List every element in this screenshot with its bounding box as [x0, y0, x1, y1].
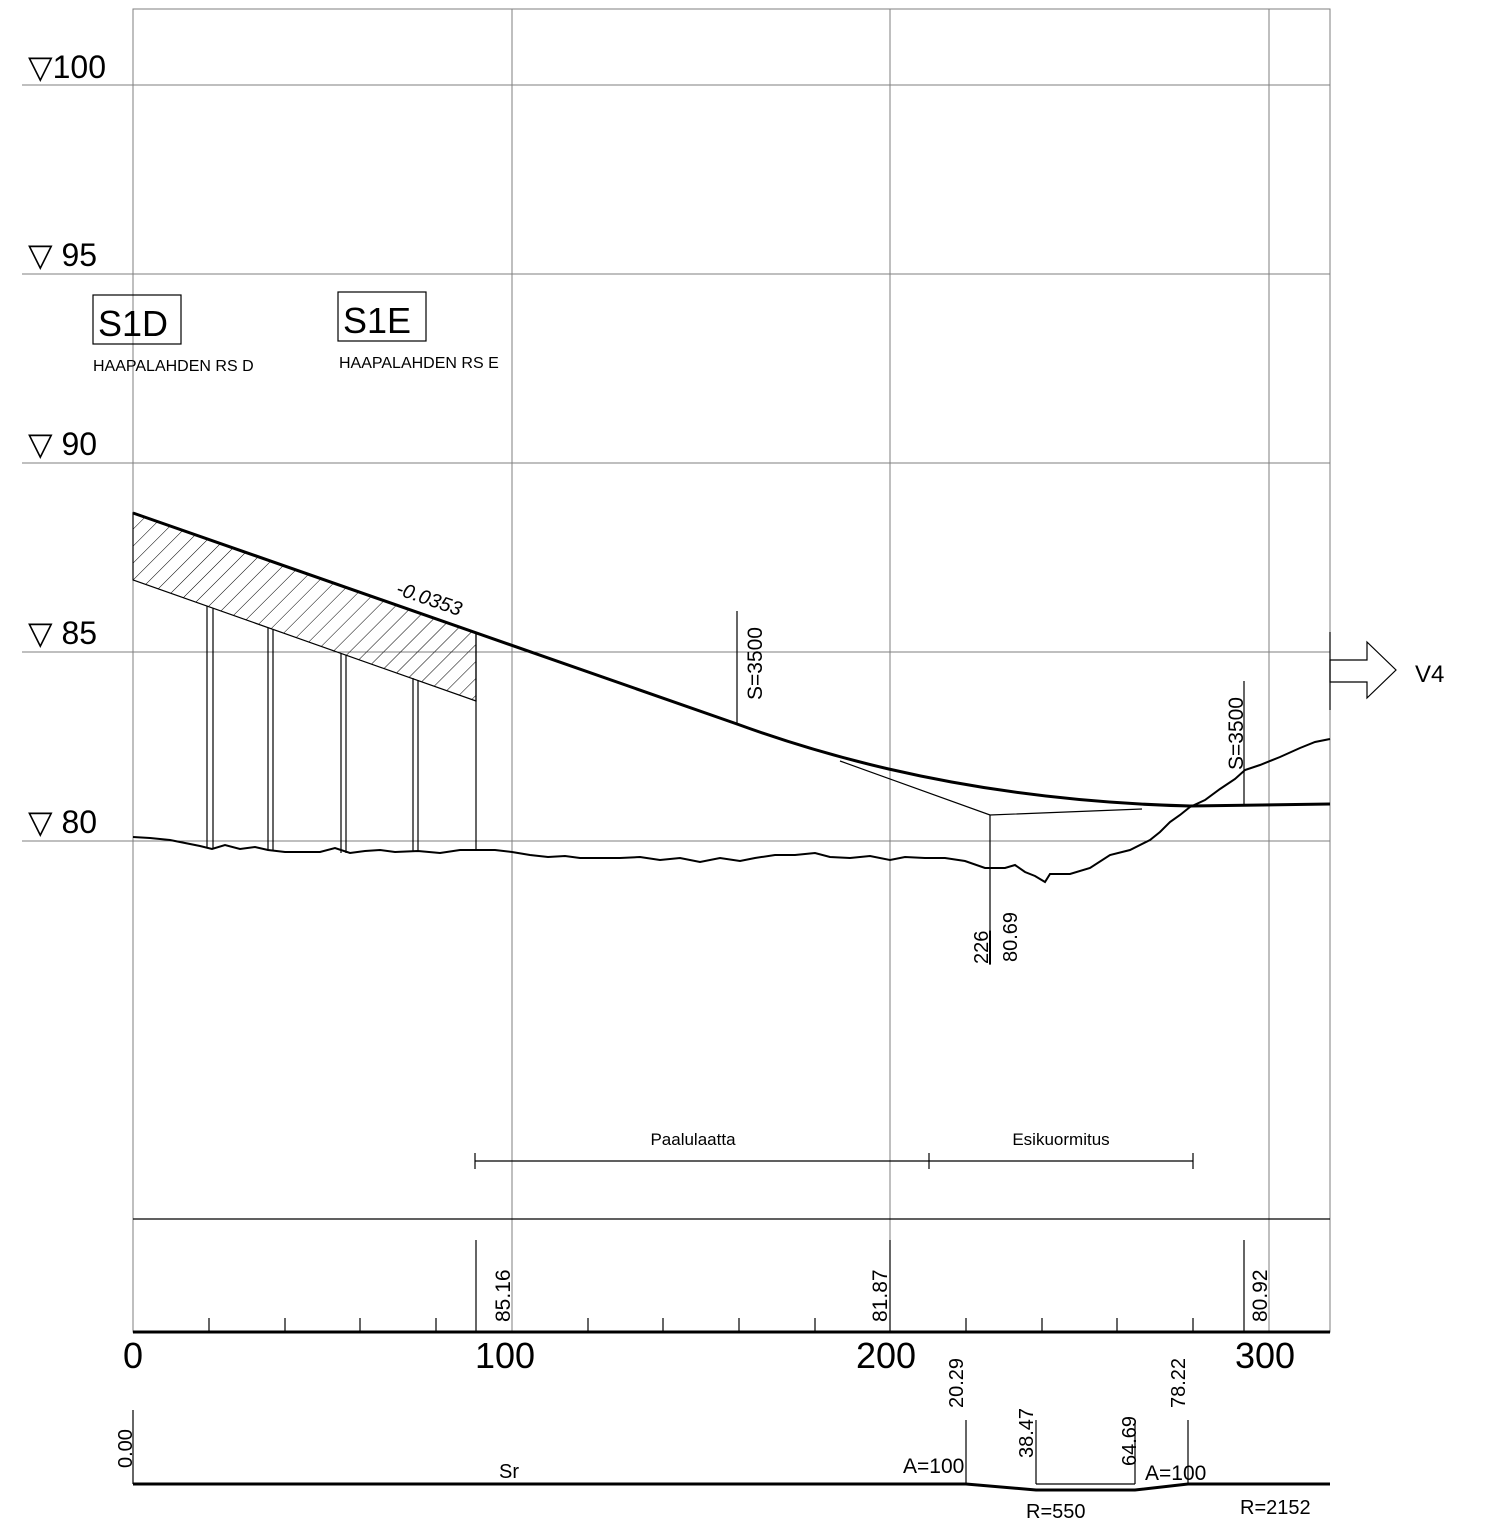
- s1e-label: S1E: [343, 300, 411, 341]
- s1d-label: S1D: [98, 303, 168, 344]
- curve2-label: S=3500: [1225, 697, 1248, 770]
- alignment-r2-label: R=2152: [1240, 1497, 1311, 1519]
- elevation-label-100: ▽100: [28, 49, 106, 85]
- alignment-sr-label: Sr: [499, 1461, 519, 1483]
- low-point-station: 226: [971, 931, 993, 964]
- alignment-r1-label: R=550: [1026, 1501, 1086, 1523]
- alignment-a2-label: A=100: [1145, 1462, 1206, 1485]
- elevation-label-90: ▽ 90: [28, 426, 97, 462]
- direction-arrow: V4: [1329, 632, 1444, 710]
- elevation-label-95: ▽ 95: [28, 237, 97, 273]
- s1d-sublabel: HAAPALAHDEN RS D: [93, 358, 254, 375]
- station-label-100: 100: [475, 1335, 535, 1376]
- station-axis: 0 100 200 300: [123, 1318, 1330, 1376]
- alignment-station-64: 64.69: [1119, 1416, 1141, 1466]
- alignment-line: [133, 1482, 1330, 1492]
- grade-height-2: 81.87: [869, 1269, 892, 1322]
- elevation-labels: ▽100 ▽ 95 ▽ 90 ▽ 85 ▽ 80: [28, 49, 106, 840]
- alignment-a1-label: A=100: [903, 1455, 964, 1478]
- alignment-station-38: 38.47: [1016, 1408, 1038, 1458]
- curve1-label: S=3500: [744, 627, 767, 700]
- zone2-label: Esikuormitus: [1012, 1130, 1109, 1149]
- grade-line-path: [132, 511, 1331, 808]
- structure-codes: S1D HAAPALAHDEN RS D S1E HAAPALAHDEN RS …: [92, 291, 499, 375]
- direction-label: V4: [1415, 661, 1444, 688]
- construction-zones: Paalulaatta Esikuormitus: [474, 1130, 1194, 1169]
- s1e-box: [337, 291, 427, 342]
- alignment-station-78: 78.22: [1168, 1358, 1190, 1408]
- station-label-300: 300: [1235, 1335, 1295, 1376]
- alignment-station-20: 20.29: [946, 1358, 968, 1408]
- elevation-label-80: ▽ 80: [28, 804, 97, 840]
- station-label-0: 0: [123, 1335, 143, 1376]
- elevation-label-85: ▽ 85: [28, 615, 97, 651]
- station-label-200: 200: [856, 1335, 916, 1376]
- low-point-height: 80.69: [1000, 912, 1022, 962]
- grade-heights: 85.16 81.87 80.92: [475, 1240, 1272, 1332]
- zone1-label: Paalulaatta: [650, 1130, 736, 1149]
- hatched-structure: [132, 512, 477, 853]
- s1e-sublabel: HAAPALAHDEN RS E: [339, 355, 499, 372]
- alignment-station-0: 0.00: [115, 1429, 137, 1468]
- grade-height-3: 80.92: [1249, 1269, 1272, 1322]
- s1d-box: [92, 294, 182, 345]
- grade-height-1: 85.16: [492, 1269, 515, 1322]
- alignment-band: 0.00 20.29 38.47 64.69 78.22 Sr A=100 A=…: [115, 1358, 1330, 1523]
- ground-line-path: [132, 738, 1331, 884]
- arrow-right-icon: [1329, 640, 1397, 700]
- ground-line: [132, 738, 1331, 884]
